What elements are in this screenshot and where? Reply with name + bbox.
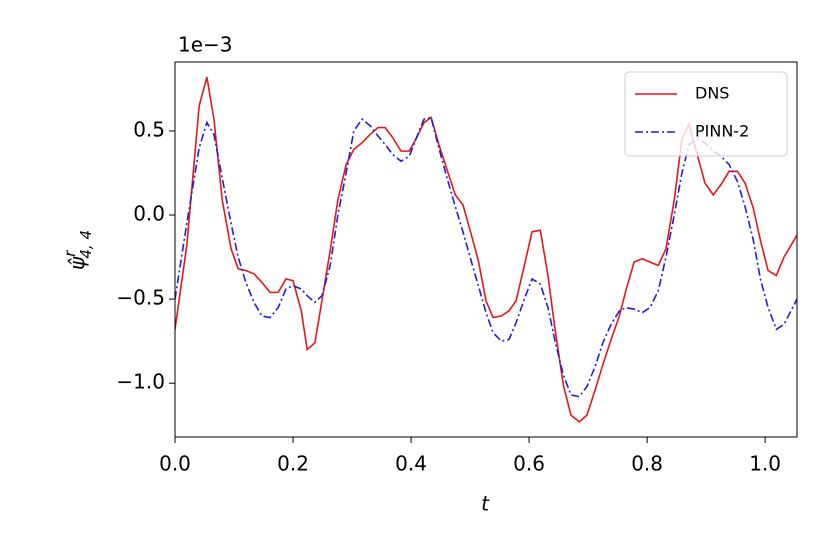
legend-label: PINN-2 (695, 122, 749, 141)
x-tick-label: 1.0 (749, 452, 781, 476)
x-tick-label: 0.6 (513, 452, 545, 476)
legend-label: DNS (695, 84, 729, 103)
x-tick-label: 0.0 (159, 452, 191, 476)
series-line (175, 116, 797, 398)
y-tick-label: 0.0 (133, 202, 165, 226)
x-tick-label: 0.8 (631, 452, 663, 476)
y-label-sub: 4, 4 (77, 230, 95, 259)
y-label-sup: r (61, 250, 79, 257)
plot-frame (174, 61, 798, 438)
y-axis-label: ψ̂r4, 4 (61, 230, 95, 270)
x-tick-label: 0.4 (395, 452, 427, 476)
y-tick-label: −0.5 (116, 286, 165, 310)
legend-box (624, 71, 788, 157)
y-label-base: ψ̂ (65, 256, 89, 270)
x-tick-label: 0.2 (277, 452, 309, 476)
x-axis-label: t (481, 492, 490, 516)
y-tick-label: 0.5 (133, 117, 165, 141)
offset-label: 1e−3 (178, 33, 233, 57)
y-tick-label: −1.0 (116, 370, 165, 394)
